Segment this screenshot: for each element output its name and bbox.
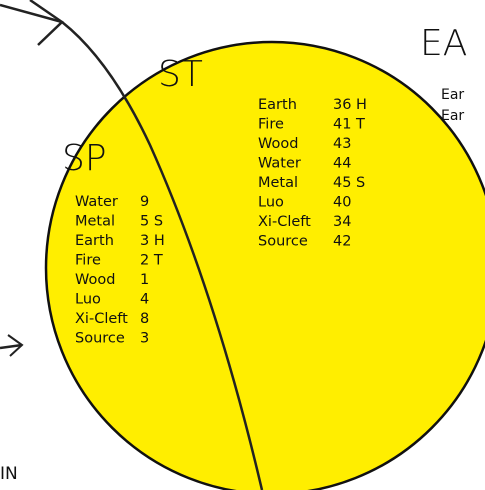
- point-name: Luo: [258, 195, 284, 211]
- point-name: Source: [258, 234, 308, 250]
- point-name: Fire: [75, 253, 101, 269]
- point-name: Wood: [258, 136, 298, 152]
- arrow-head: [29, 0, 64, 46]
- top-sub: Ear: [441, 87, 464, 103]
- section-label: ST: [158, 54, 203, 95]
- point-number: 34: [333, 214, 351, 230]
- side-arrow: [0, 343, 23, 350]
- point-name: Water: [75, 194, 118, 210]
- section-label: SP: [62, 138, 107, 179]
- point-name: Earth: [258, 97, 297, 113]
- point-number: 8: [140, 311, 149, 327]
- point-number: 44: [333, 156, 351, 172]
- point-number: 45 S: [333, 175, 365, 191]
- point-name: Metal: [75, 214, 115, 230]
- point-name: Metal: [258, 175, 298, 191]
- point-number: 3: [140, 331, 149, 347]
- point-name: Wood: [75, 272, 115, 288]
- point-number: 42: [333, 234, 351, 250]
- point-number: 1: [140, 272, 149, 288]
- point-number: 43: [333, 136, 351, 152]
- point-name: Source: [75, 331, 125, 347]
- point-number: 41 T: [333, 117, 365, 133]
- point-name: Water: [258, 156, 301, 172]
- point-number: 36 H: [333, 97, 367, 113]
- meridian-path: [61, 21, 264, 490]
- point-number: 5 S: [140, 214, 163, 230]
- point-name: Earth: [75, 233, 114, 249]
- side-arrow-head: [7, 334, 24, 357]
- top-label: EA: [420, 23, 467, 64]
- meridian-circle: [44, 40, 485, 490]
- point-number: 3 H: [140, 233, 165, 249]
- point-name: Luo: [75, 292, 101, 308]
- top-sub: Ear: [441, 108, 464, 124]
- point-number: 9: [140, 194, 149, 210]
- point-number: 4: [140, 292, 149, 308]
- point-number: 2 T: [140, 253, 163, 269]
- point-number: 40: [333, 195, 351, 211]
- point-name: Fire: [258, 117, 284, 133]
- point-name: Xi-Cleft: [258, 214, 311, 230]
- path-lead: [0, 3, 63, 24]
- bottom-label: IN: [0, 464, 18, 484]
- point-name: Xi-Cleft: [75, 311, 128, 327]
